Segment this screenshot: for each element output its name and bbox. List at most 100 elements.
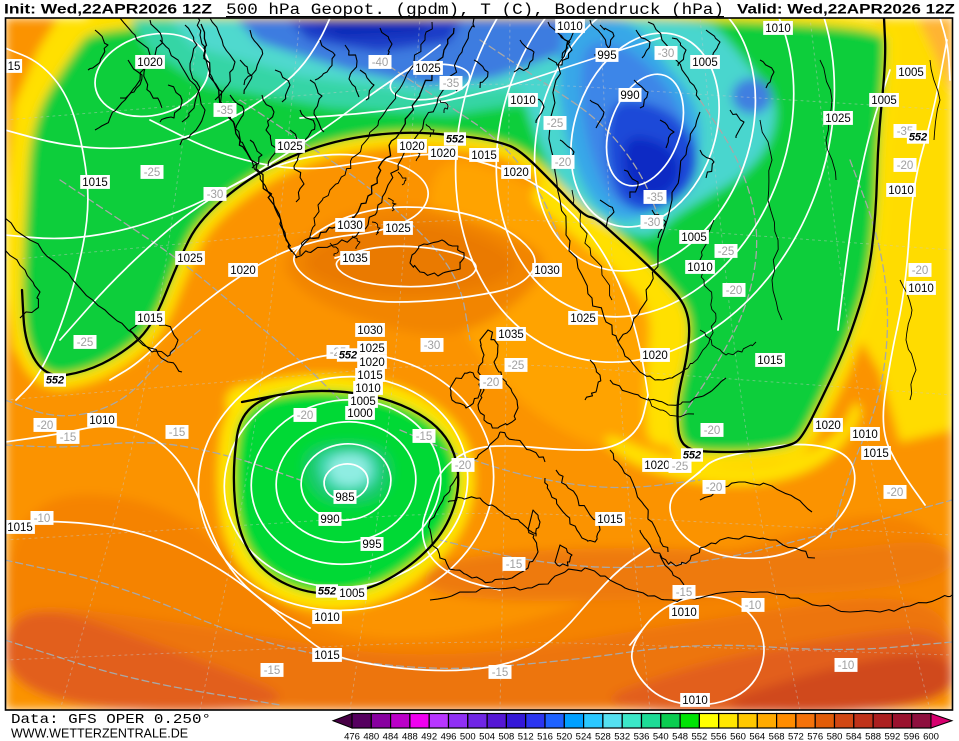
svg-text:1015: 1015 — [357, 370, 383, 382]
svg-text:-25: -25 — [547, 118, 564, 130]
svg-text:496: 496 — [441, 732, 457, 741]
svg-text:1030: 1030 — [357, 325, 383, 337]
svg-text:504: 504 — [479, 732, 495, 741]
svg-text:1010: 1010 — [557, 21, 583, 33]
svg-text:500: 500 — [460, 732, 476, 741]
svg-text:1005: 1005 — [871, 95, 897, 107]
svg-text:1015: 1015 — [82, 177, 108, 189]
svg-text:-20: -20 — [37, 420, 54, 432]
svg-text:536: 536 — [634, 732, 650, 741]
svg-text:1010: 1010 — [314, 612, 340, 624]
svg-text:990: 990 — [320, 514, 339, 526]
svg-text:-20: -20 — [555, 157, 572, 169]
svg-text:1015: 1015 — [7, 522, 33, 534]
svg-text:985: 985 — [335, 492, 354, 504]
svg-text:-20: -20 — [897, 160, 914, 172]
svg-text:1020: 1020 — [430, 148, 456, 160]
svg-text:488: 488 — [402, 732, 418, 741]
svg-text:1010: 1010 — [888, 185, 914, 197]
svg-text:1020: 1020 — [399, 141, 425, 153]
svg-text:600: 600 — [923, 732, 939, 741]
svg-text:484: 484 — [383, 732, 399, 741]
svg-text:1025: 1025 — [359, 343, 385, 355]
svg-text:480: 480 — [363, 732, 379, 741]
svg-text:1010: 1010 — [852, 429, 878, 441]
svg-text:508: 508 — [498, 732, 514, 741]
svg-text:552: 552 — [318, 586, 336, 598]
svg-text:1020: 1020 — [230, 265, 256, 277]
svg-text:1010: 1010 — [682, 695, 708, 707]
svg-text:-15: -15 — [60, 432, 77, 444]
svg-text:1005: 1005 — [350, 396, 376, 408]
svg-text:568: 568 — [769, 732, 785, 741]
svg-text:-25: -25 — [508, 360, 525, 372]
svg-text:-20: -20 — [912, 265, 929, 277]
svg-text:-15: -15 — [676, 587, 693, 599]
svg-text:580: 580 — [827, 732, 843, 741]
svg-text:1010: 1010 — [355, 383, 381, 395]
svg-text:-30: -30 — [424, 340, 441, 352]
svg-text:1020: 1020 — [359, 357, 385, 369]
svg-text:1025: 1025 — [570, 313, 596, 325]
svg-text:516: 516 — [537, 732, 553, 741]
svg-text:1015: 1015 — [757, 355, 783, 367]
svg-text:520: 520 — [556, 732, 572, 741]
svg-text:-20: -20 — [706, 482, 723, 494]
svg-text:1020: 1020 — [642, 350, 668, 362]
svg-text:552: 552 — [691, 732, 707, 741]
svg-text:-15: -15 — [416, 431, 433, 443]
svg-text:Data: GFS OPER 0.250°: Data: GFS OPER 0.250° — [11, 712, 211, 728]
svg-text:576: 576 — [807, 732, 823, 741]
svg-text:-15: -15 — [506, 559, 523, 571]
svg-text:-15: -15 — [492, 667, 509, 679]
svg-text:-20: -20 — [887, 487, 904, 499]
svg-text:1010: 1010 — [510, 95, 536, 107]
svg-text:1035: 1035 — [498, 329, 524, 341]
svg-text:1005: 1005 — [681, 232, 707, 244]
svg-text:512: 512 — [518, 732, 534, 741]
svg-text:1020: 1020 — [644, 460, 670, 472]
svg-text:540: 540 — [653, 732, 669, 741]
svg-text:552: 552 — [46, 375, 64, 387]
svg-text:560: 560 — [730, 732, 746, 741]
svg-text:584: 584 — [846, 732, 862, 741]
svg-text:588: 588 — [865, 732, 881, 741]
svg-text:-25: -25 — [77, 337, 94, 349]
svg-text:1025: 1025 — [415, 63, 441, 75]
svg-text:1025: 1025 — [825, 113, 851, 125]
svg-text:1015: 1015 — [597, 514, 623, 526]
svg-text:1020: 1020 — [137, 57, 163, 69]
svg-text:-20: -20 — [483, 377, 500, 389]
svg-text:WWW.WETTERZENTRALE.DE: WWW.WETTERZENTRALE.DE — [11, 727, 188, 741]
svg-text:552: 552 — [683, 450, 701, 462]
svg-text:-10: -10 — [745, 600, 762, 612]
svg-text:1005: 1005 — [692, 57, 718, 69]
svg-text:1005: 1005 — [898, 67, 924, 79]
svg-text:1025: 1025 — [177, 253, 203, 265]
svg-text:524: 524 — [576, 732, 592, 741]
svg-text:-20: -20 — [704, 425, 721, 437]
svg-text:552: 552 — [339, 350, 357, 362]
svg-text:-25: -25 — [672, 461, 689, 473]
svg-text:1015: 1015 — [863, 448, 889, 460]
svg-text:Valid: Wed,22APR2026 12Z: Valid: Wed,22APR2026 12Z — [737, 1, 956, 17]
svg-text:-10: -10 — [34, 513, 51, 525]
svg-text:556: 556 — [711, 732, 727, 741]
svg-text:1005: 1005 — [339, 588, 365, 600]
svg-text:-15: -15 — [264, 665, 281, 677]
svg-text:-20: -20 — [455, 460, 472, 472]
svg-text:-30: -30 — [644, 217, 661, 229]
svg-text:-40: -40 — [372, 57, 389, 69]
svg-text:1010: 1010 — [89, 415, 115, 427]
svg-text:1000: 1000 — [347, 408, 373, 420]
svg-text:995: 995 — [597, 50, 616, 62]
svg-text:1020: 1020 — [815, 420, 841, 432]
svg-text:1010: 1010 — [671, 607, 697, 619]
svg-text:-30: -30 — [658, 48, 675, 60]
svg-text:572: 572 — [788, 732, 804, 741]
svg-text:-20: -20 — [726, 285, 743, 297]
svg-text:1010: 1010 — [687, 262, 713, 274]
svg-text:564: 564 — [749, 732, 765, 741]
svg-text:552: 552 — [909, 132, 927, 144]
svg-text:995: 995 — [362, 539, 381, 551]
